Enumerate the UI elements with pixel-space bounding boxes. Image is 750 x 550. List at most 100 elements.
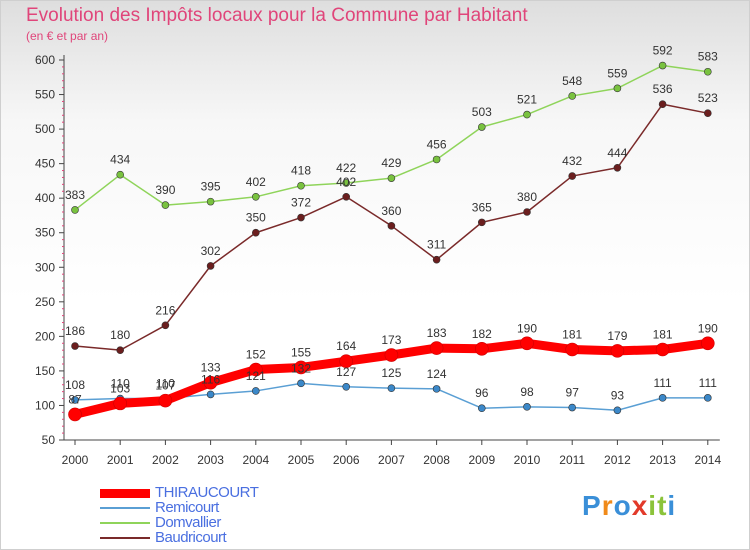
logo-letter: x: [631, 490, 649, 521]
data-point: [116, 170, 124, 179]
data-label: 181: [653, 327, 673, 341]
data-label: 190: [698, 321, 718, 335]
data-point: [565, 342, 580, 357]
data-label: 103: [110, 381, 130, 395]
data-label: 592: [653, 44, 673, 58]
x-tick-label: 2006: [333, 453, 360, 467]
data-label: 380: [517, 190, 537, 204]
data-point: [161, 321, 170, 330]
data-point: [294, 360, 308, 375]
x-tick-label: 2010: [514, 453, 541, 467]
data-point: [158, 393, 173, 408]
data-label: 110: [111, 377, 130, 391]
data-label: 521: [517, 93, 537, 107]
data-point: [613, 84, 622, 93]
data-point: [613, 406, 622, 415]
logo-letter: r: [601, 490, 614, 521]
legend-label: Remicourt: [155, 499, 219, 516]
data-point: [203, 375, 218, 390]
data-point: [339, 354, 354, 369]
y-tick-label: 350: [35, 226, 55, 240]
series-thiraucourt: [68, 336, 715, 422]
data-label: 503: [472, 105, 492, 119]
legend-swatch: [100, 537, 150, 539]
data-point: [658, 61, 667, 70]
x-tick-label: 2005: [288, 453, 315, 467]
data-point: [297, 181, 305, 190]
data-label: 402: [336, 175, 356, 189]
x-tick-label: 2000: [62, 453, 89, 467]
data-point: [523, 403, 531, 411]
data-point: [249, 362, 263, 377]
data-point: [161, 201, 170, 209]
data-point: [342, 179, 351, 187]
data-point: [206, 390, 215, 399]
data-label: 108: [65, 378, 85, 392]
data-point: [252, 387, 260, 395]
data-label: 182: [472, 327, 492, 341]
data-label: 132: [291, 361, 311, 375]
data-point: [71, 342, 79, 350]
data-label: 383: [65, 188, 85, 202]
data-label: 311: [427, 238, 446, 252]
data-label: 350: [246, 211, 266, 225]
data-label: 110: [156, 377, 175, 391]
series-domvallier: [71, 61, 712, 214]
data-point: [429, 341, 444, 355]
data-point: [387, 384, 396, 392]
x-tick-label: 2008: [423, 453, 450, 467]
data-point: [613, 163, 622, 172]
data-point: [297, 213, 305, 222]
axes: 50 100 150 200 250 300 350 400 450 500 550 600 2000 2…: [35, 53, 722, 467]
data-label: 125: [381, 366, 401, 380]
data-label: 183: [427, 326, 447, 340]
legend-swatch: [100, 507, 150, 509]
data-label: 360: [381, 204, 401, 218]
data-label: 559: [607, 66, 627, 80]
data-label: 164: [336, 339, 356, 353]
data-point: [116, 346, 124, 354]
y-tick-label: 400: [35, 191, 55, 205]
legend-swatch: [100, 522, 150, 524]
series-baudricourt: [71, 100, 712, 354]
data-point: [432, 155, 441, 164]
data-label: 181: [562, 327, 582, 341]
x-tick-label: 2011: [559, 453, 585, 467]
data-label: 395: [201, 180, 221, 194]
data-point: [568, 403, 577, 412]
data-point: [658, 394, 667, 402]
data-point: [477, 218, 486, 227]
logo-letter: i: [648, 490, 658, 521]
data-point: [206, 197, 215, 206]
data-point: [658, 100, 667, 109]
data-label: 116: [201, 372, 220, 386]
data-point: [474, 341, 489, 356]
data-label: 179: [607, 329, 627, 343]
y-tick-label: 550: [35, 88, 55, 102]
x-tick-label: 2003: [197, 453, 224, 467]
logo-letter: i: [667, 490, 677, 521]
data-label: 216: [155, 303, 175, 317]
data-label: 186: [65, 324, 85, 338]
data-label: 98: [520, 385, 534, 399]
data-point: [523, 110, 531, 119]
chart-title: Evolution des Impôts locaux pour la Comm…: [26, 5, 528, 26]
data-point: [252, 228, 260, 237]
data-label: 523: [698, 91, 718, 105]
data-label: 127: [336, 365, 356, 379]
data-point: [700, 336, 715, 351]
x-tick-label: 2013: [649, 453, 676, 467]
data-point: [655, 342, 670, 357]
legend-label: Domvallier: [155, 514, 221, 531]
data-label: 429: [381, 156, 401, 170]
data-label: 365: [472, 200, 492, 214]
y-tick-label: 300: [35, 260, 55, 274]
data-point: [610, 344, 625, 358]
data-point: [71, 206, 79, 214]
data-label: 107: [155, 379, 175, 393]
data-label: 456: [427, 137, 447, 151]
data-point: [297, 379, 305, 388]
data-label: 155: [291, 345, 311, 359]
data-label: 372: [291, 196, 311, 210]
y-tick-label: 200: [35, 329, 55, 343]
